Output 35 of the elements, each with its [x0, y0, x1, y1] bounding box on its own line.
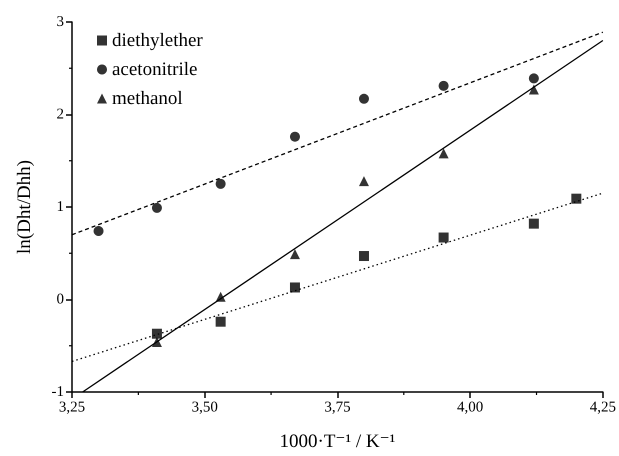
point: [152, 337, 162, 348]
x-tick-label: 3,50: [192, 400, 218, 416]
point: [216, 316, 226, 327]
point: [438, 148, 449, 158]
x-tick-label: 4,00: [457, 400, 484, 416]
x-tick-label: 3,25: [58, 400, 86, 416]
point: [528, 218, 539, 229]
x-tick-label: 4,25: [590, 400, 616, 416]
point: [290, 282, 300, 292]
point: [216, 178, 226, 189]
point: [438, 232, 449, 243]
point: [571, 194, 582, 204]
y-tick-label: 2: [56, 106, 64, 122]
point: [94, 226, 104, 236]
point: [358, 176, 369, 186]
point: [290, 132, 300, 142]
x-tick-label: 3,75: [324, 400, 351, 416]
y-axis-title: ln(Dht/Dhh): [14, 160, 35, 254]
point: [358, 94, 369, 104]
y-tick-label: 1: [56, 199, 64, 215]
point: [216, 292, 226, 302]
y-tick-label: 0: [56, 292, 64, 308]
point: [152, 328, 162, 339]
x-axis-title: 1000·T⁻¹ / K⁻¹: [279, 431, 396, 452]
y-tick-label: 3: [56, 14, 64, 30]
point: [438, 80, 449, 91]
point: [528, 73, 539, 84]
point: [152, 202, 162, 213]
y-tick-label: -1: [52, 384, 64, 400]
point: [290, 249, 300, 260]
legend-label: methanol: [112, 88, 183, 109]
legend-label: diethylether: [112, 30, 204, 51]
legend-label: acetonitrile: [112, 59, 198, 80]
point: [358, 251, 369, 262]
point: [528, 84, 539, 95]
